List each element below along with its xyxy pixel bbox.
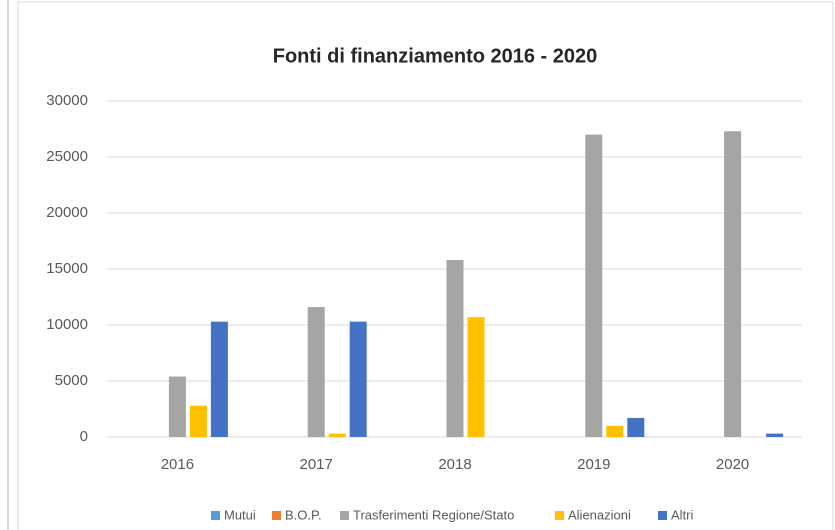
bar <box>446 260 464 437</box>
legend-label: Mutui <box>224 507 256 522</box>
bar <box>307 307 325 437</box>
y-tick-label: 25000 <box>46 148 88 165</box>
bar <box>606 425 624 437</box>
chart-frame <box>17 1 834 530</box>
bar <box>467 317 485 437</box>
bar <box>627 417 645 437</box>
y-tick-label: 10000 <box>46 316 88 333</box>
x-tick-label: 2017 <box>300 456 333 473</box>
x-tick-label: 2019 <box>577 456 610 473</box>
legend-label: Alienazioni <box>568 507 631 522</box>
legend-label: Altri <box>671 507 694 522</box>
legend-swatch <box>211 511 220 520</box>
y-tick-label: 5000 <box>55 372 88 389</box>
chart-title: Fonti di finanziamento 2016 - 2020 <box>273 45 598 67</box>
legend-swatch <box>272 511 281 520</box>
y-tick-label: 15000 <box>46 260 88 277</box>
y-tick-label: 0 <box>80 428 88 445</box>
y-tick-label: 20000 <box>46 204 88 221</box>
bar <box>724 131 742 438</box>
legend-swatch <box>658 511 667 520</box>
bar <box>168 376 186 437</box>
x-tick-label: 2020 <box>716 456 749 473</box>
legend-swatch <box>555 511 564 520</box>
bar <box>189 405 207 437</box>
x-tick-label: 2016 <box>161 456 194 473</box>
x-tick-label: 2018 <box>438 456 471 473</box>
bar <box>766 433 784 437</box>
bar <box>210 321 228 437</box>
legend-swatch <box>340 511 349 520</box>
bar <box>349 321 367 437</box>
legend-label: Trasferimenti Regione/Stato <box>353 507 514 522</box>
bar <box>585 134 603 437</box>
y-tick-label: 30000 <box>46 92 88 109</box>
bar <box>328 433 346 437</box>
legend-label: B.O.P. <box>285 507 322 522</box>
